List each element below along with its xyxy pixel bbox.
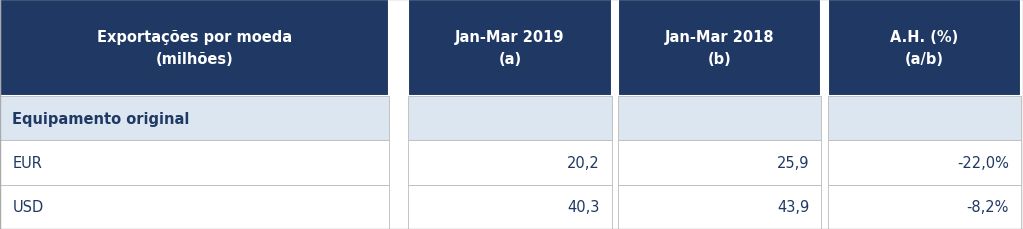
Text: Jan-Mar 2018
(b): Jan-Mar 2018 (b): [665, 30, 774, 67]
FancyBboxPatch shape: [408, 141, 612, 185]
FancyBboxPatch shape: [828, 96, 1021, 141]
Text: -22,0%: -22,0%: [957, 155, 1009, 170]
Text: USD: USD: [12, 199, 44, 214]
Text: 25,9: 25,9: [776, 155, 809, 170]
FancyBboxPatch shape: [408, 0, 612, 96]
FancyBboxPatch shape: [828, 0, 1021, 96]
FancyBboxPatch shape: [618, 96, 821, 141]
FancyBboxPatch shape: [0, 141, 389, 185]
Text: Equipamento original: Equipamento original: [12, 111, 189, 126]
FancyBboxPatch shape: [0, 185, 389, 229]
Text: 40,3: 40,3: [567, 199, 599, 214]
FancyBboxPatch shape: [408, 185, 612, 229]
Text: Jan-Mar 2019
(a): Jan-Mar 2019 (a): [455, 30, 565, 67]
FancyBboxPatch shape: [828, 185, 1021, 229]
FancyBboxPatch shape: [618, 0, 821, 96]
Text: 43,9: 43,9: [776, 199, 809, 214]
Text: Exportações por moeda
(milhões): Exportações por moeda (milhões): [97, 30, 292, 67]
FancyBboxPatch shape: [0, 0, 389, 96]
Text: 20,2: 20,2: [567, 155, 599, 170]
Text: A.H. (%)
(a/b): A.H. (%) (a/b): [890, 30, 959, 67]
FancyBboxPatch shape: [408, 96, 612, 141]
Text: -8,2%: -8,2%: [967, 199, 1009, 214]
FancyBboxPatch shape: [0, 96, 389, 141]
FancyBboxPatch shape: [618, 141, 821, 185]
FancyBboxPatch shape: [618, 185, 821, 229]
FancyBboxPatch shape: [828, 141, 1021, 185]
Text: EUR: EUR: [12, 155, 42, 170]
